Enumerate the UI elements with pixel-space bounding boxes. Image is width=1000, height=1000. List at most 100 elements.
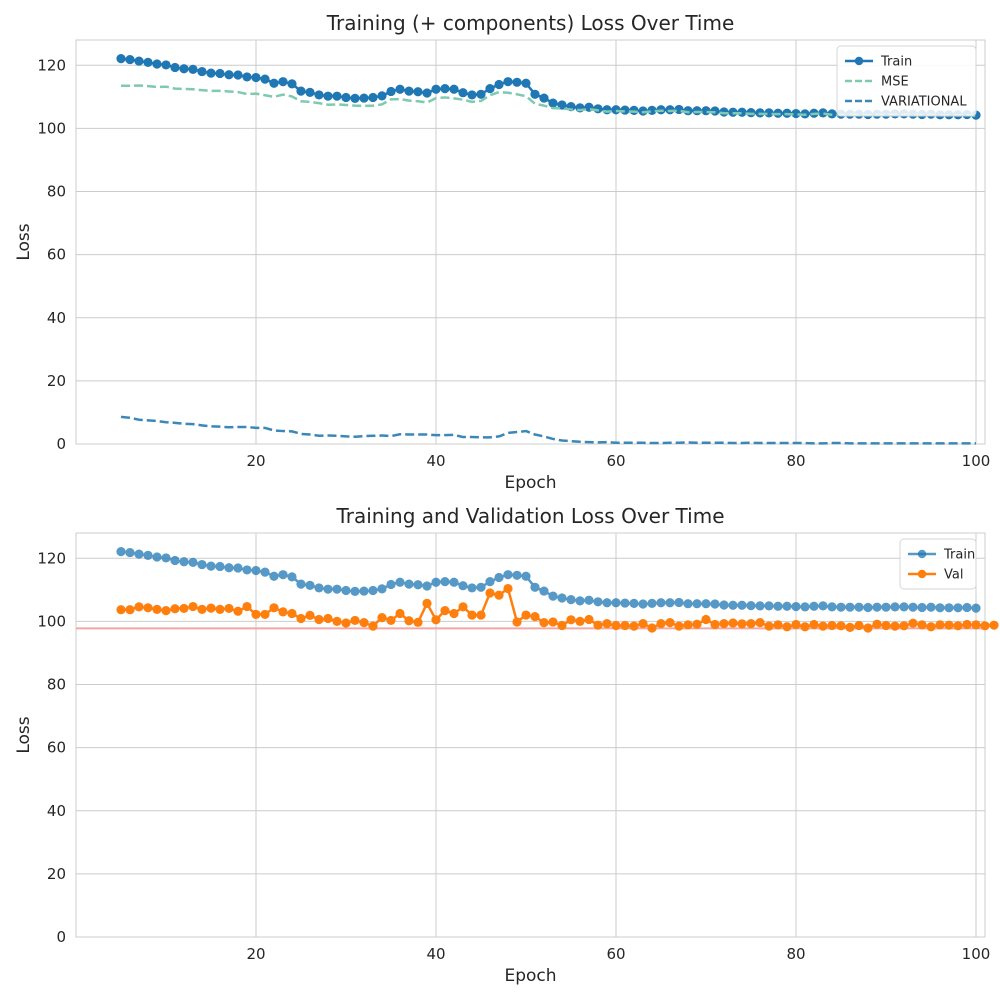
data-point [719,618,729,629]
data-point [287,79,297,89]
data-point [467,583,477,593]
data-point [710,599,720,609]
data-point [512,77,522,87]
data-point [521,78,531,88]
data-point [791,108,801,119]
legend-marker [854,56,864,66]
x-tick-label: 80 [786,452,805,470]
x-axis-label: Epoch [504,966,556,986]
data-point [854,602,864,612]
y-tick-label: 40 [47,309,66,327]
data-point [701,614,711,625]
series-train [116,547,981,613]
data-point [188,601,198,612]
legend-entry: Val [944,568,963,583]
y-tick-label: 60 [47,739,66,757]
data-point [647,598,657,608]
data-point [350,93,360,103]
series-variational [120,415,976,445]
data-point [647,623,657,633]
data-point [602,105,612,115]
data-point [359,618,369,628]
data-point [503,570,513,580]
y-tick-label: 0 [56,435,66,453]
legend-marker [917,549,927,559]
data-point [215,68,225,79]
data-point [404,579,414,589]
data-point [521,571,531,581]
data-point [179,557,189,567]
data-point [566,594,576,605]
data-point [206,68,216,78]
data-point [170,62,180,73]
data-point [899,621,909,631]
data-point [944,620,954,630]
data-point [494,572,504,583]
data-point [449,84,459,94]
data-point [287,572,297,582]
data-point [188,557,198,567]
data-point [152,604,162,614]
data-point [476,610,486,620]
data-point [728,600,738,610]
data-point [674,621,684,631]
data-point [971,620,981,630]
data-point [179,603,189,614]
data-point [989,620,999,630]
data-point [512,570,522,580]
data-point [314,614,324,625]
data-point [656,598,666,608]
data-point [296,86,306,96]
x-tick-label: 80 [786,945,805,963]
data-point [548,98,558,108]
y-tick-label: 100 [37,119,66,137]
data-point [395,577,405,587]
data-point [755,618,765,628]
data-point [539,586,549,596]
data-point [260,567,270,577]
y-tick-label: 120 [37,549,66,567]
data-point [431,577,441,587]
data-point [341,585,351,596]
data-point [683,620,693,630]
data-point [350,615,360,626]
data-point [278,607,288,617]
data-point [557,593,567,603]
y-tick-label: 20 [47,865,66,883]
series-line-mse [121,84,977,117]
x-tick-label: 20 [246,452,265,470]
axes-frame [75,532,986,938]
x-tick-label: 40 [426,945,445,963]
data-point [224,603,234,614]
legend-marker [917,569,927,579]
data-point [467,90,477,100]
data-point [260,609,270,620]
data-point [341,92,351,103]
data-point [143,550,153,561]
data-point [728,618,738,628]
data-point [323,584,333,594]
data-point [944,603,954,613]
y-tick-label: 40 [47,802,66,820]
data-point [197,604,207,614]
data-point [314,90,324,100]
data-point [800,602,810,612]
data-point [818,601,828,611]
data-point [305,610,315,620]
data-point [809,619,819,630]
data-point [314,583,324,593]
data-point [512,617,522,627]
data-point [557,620,567,631]
data-point [971,603,981,613]
data-point [782,622,792,632]
training-components-loss-chart: 20 40 60 80 100 0 20 40 60 80 100 120 Training (+ co… [14,11,990,493]
data-point [242,72,252,82]
data-point [206,561,216,571]
data-point [872,619,882,629]
data-point [116,605,126,615]
data-point [449,608,459,619]
x-axis-label: Epoch [504,473,556,493]
x-tick-label: 60 [606,945,625,963]
data-point [818,108,828,118]
data-point [440,577,450,587]
